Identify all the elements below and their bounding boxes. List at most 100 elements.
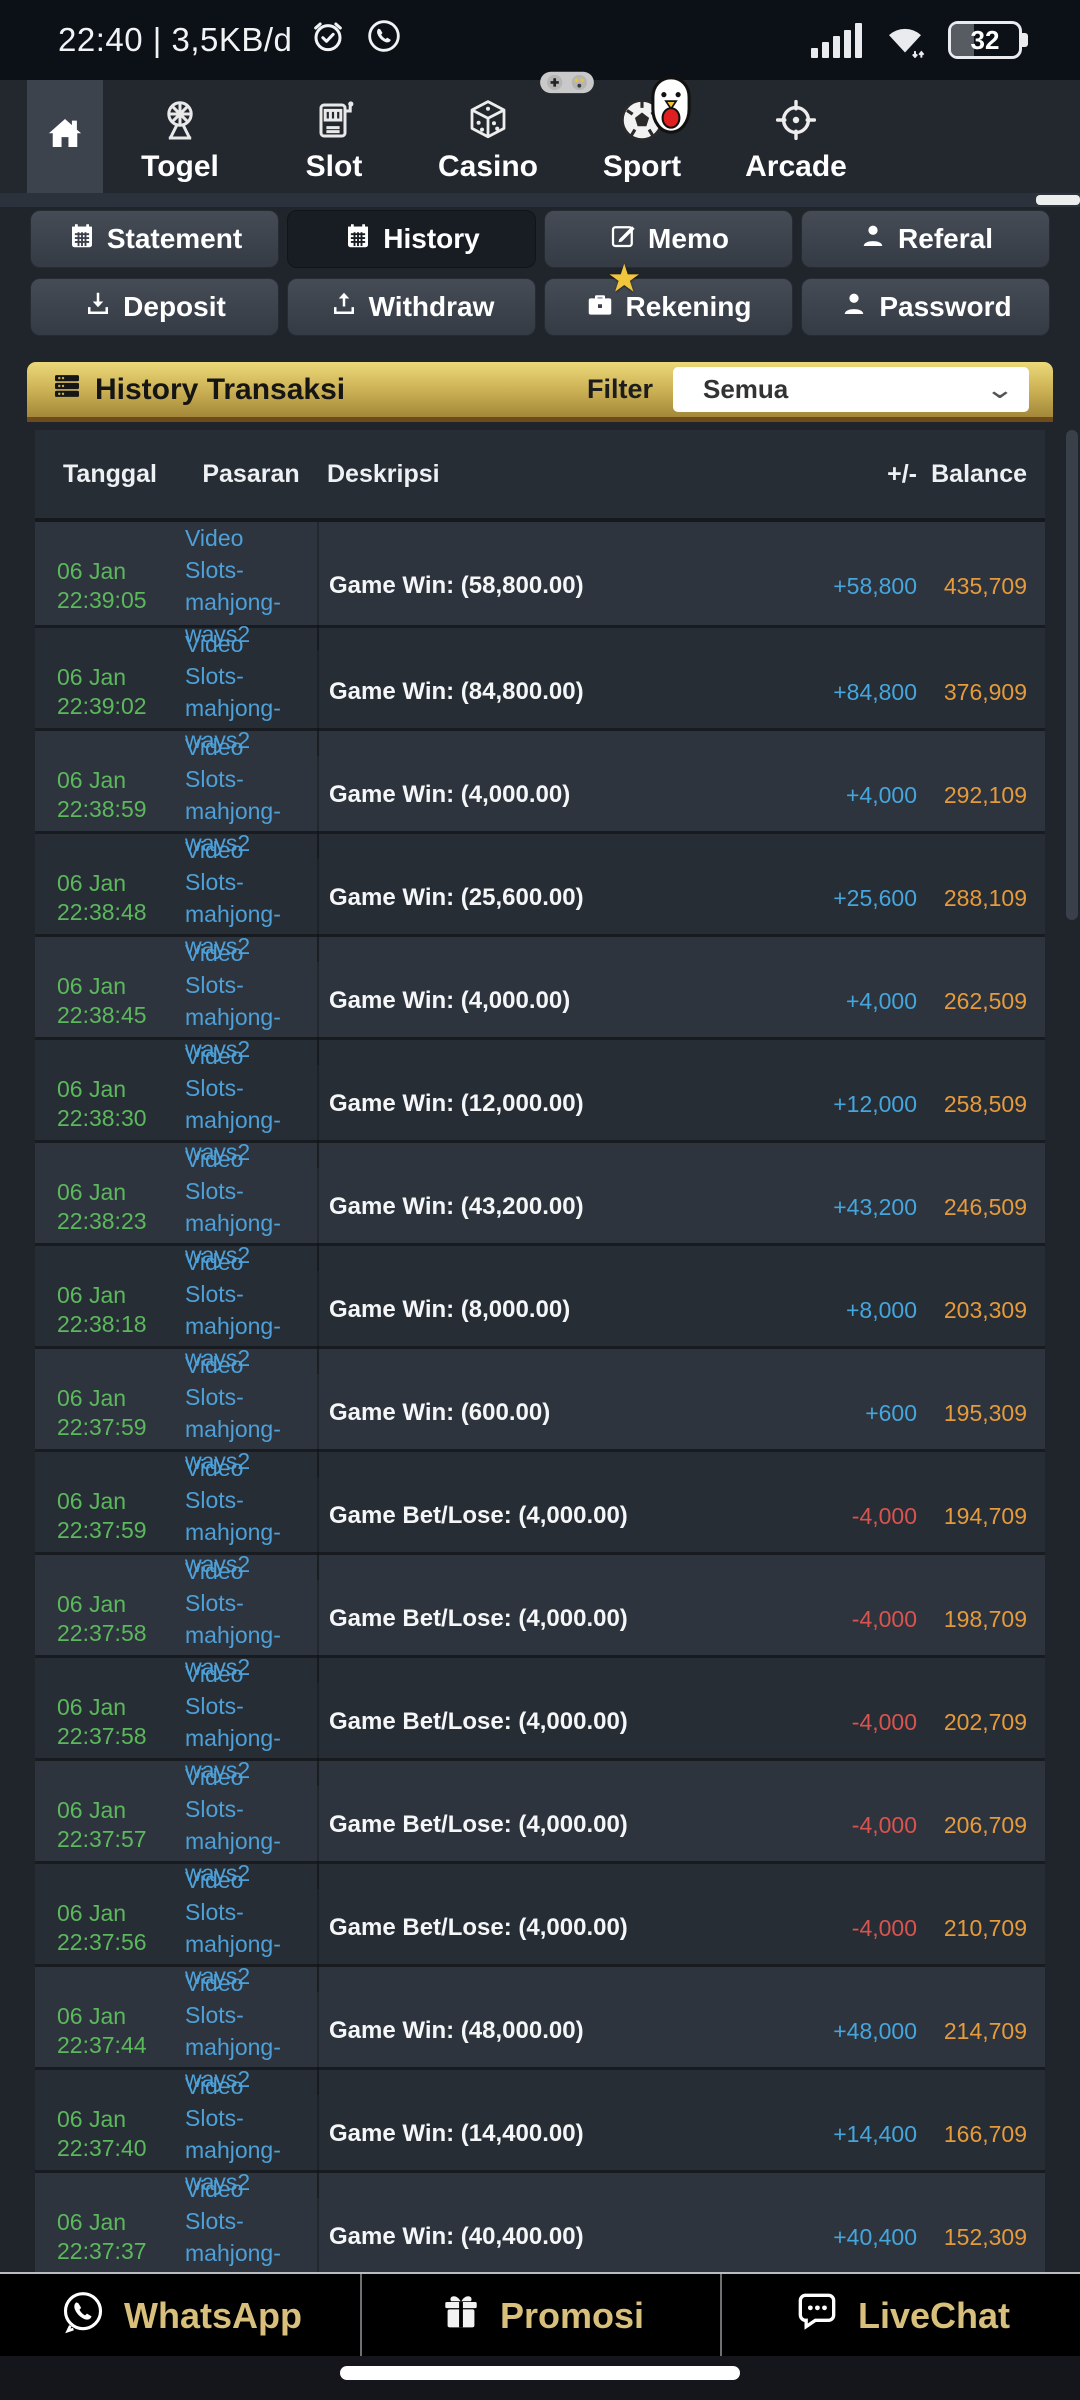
row-date: 06 Jan 22:37:40	[57, 2106, 147, 2161]
table-row: 06 Jan 22:37:40 Video Slots-mahjong-ways2…	[35, 2067, 1045, 2198]
history-panel-header: History Transaksi Filter Semua ⌄	[27, 362, 1053, 422]
row-delta: +600	[865, 1399, 917, 1426]
row-delta: +58,800	[833, 572, 917, 599]
status-info-text: 22:40 | 3,5KB/d	[58, 21, 293, 58]
row-balance: 203,309	[943, 1296, 1027, 1323]
button-label: Password	[879, 291, 1012, 322]
row-market: Video Slots-mahjong-ways2	[185, 1146, 281, 1268]
row-date: 06 Jan 22:37:44	[57, 2003, 147, 2058]
whatsapp-status-icon	[364, 16, 404, 64]
table-row: 06 Jan 22:37:44 Video Slots-mahjong-ways2…	[35, 1964, 1045, 2095]
row-description: Game Win: (25,600.00)	[317, 834, 767, 962]
table-body: 06 Jan 22:39:05 Video Slots-mahjong-ways2…	[35, 522, 1045, 2272]
tab-arcade[interactable]: Arcade	[719, 80, 873, 193]
menu-grid: Statement History Memo Referal Deposit W…	[30, 210, 1050, 336]
row-market: Video Slots-mahjong-ways2	[185, 631, 281, 753]
history-button[interactable]: History	[287, 210, 536, 268]
row-date: 06 Jan 22:37:37	[57, 2209, 147, 2264]
row-delta: +4,000	[846, 781, 917, 808]
tab-label: Arcade	[745, 150, 847, 183]
button-label: History	[383, 223, 480, 254]
tab-sport[interactable]: Sport	[540, 71, 719, 193]
crosshair-icon	[772, 92, 820, 148]
row-date: 06 Jan 22:38:30	[57, 1076, 147, 1131]
list-icon	[51, 370, 83, 410]
row-market: Video Slots-mahjong-ways2	[185, 525, 281, 647]
footer-label: Promosi	[499, 2295, 645, 2336]
footer-bar: WhatsApp Promosi LiveChat	[0, 2272, 1080, 2358]
row-balance: 152,309	[943, 2223, 1027, 2250]
table-row: 06 Jan 22:39:02 Video Slots-mahjong-ways2…	[35, 625, 1045, 756]
promosi-button[interactable]: Promosi	[360, 2274, 720, 2358]
status-bar: 22:40 | 3,5KB/d 32	[0, 0, 1080, 80]
row-market: Video Slots-mahjong-ways2	[185, 734, 281, 856]
row-date: 06 Jan 22:39:05	[57, 558, 147, 613]
livechat-button[interactable]: LiveChat	[720, 2274, 1080, 2358]
home-indicator[interactable]	[340, 2366, 740, 2380]
row-balance: 262,509	[943, 987, 1027, 1014]
row-balance: 214,709	[943, 2017, 1027, 2044]
statement-button[interactable]: Statement	[30, 210, 279, 268]
col-deskripsi: Deskripsi	[327, 459, 440, 488]
tab-casino[interactable]: Casino	[411, 80, 565, 193]
row-balance: 166,709	[943, 2120, 1027, 2147]
filter-select[interactable]: Semua ⌄	[673, 367, 1029, 412]
rekening-button[interactable]: ★ Rekening	[544, 260, 793, 336]
row-market: Video Slots-mahjong-ways2	[185, 1455, 281, 1577]
row-date: 06 Jan 22:37:56	[57, 1900, 147, 1955]
tab-slot[interactable]: Slot	[257, 80, 411, 193]
withdraw-button[interactable]: Withdraw	[287, 278, 536, 336]
tab-home[interactable]	[27, 80, 103, 193]
signal-icon	[811, 22, 862, 58]
table-row: 06 Jan 22:38:23 Video Slots-mahjong-ways2…	[35, 1140, 1045, 1271]
row-market: Video Slots-mahjong-ways2	[185, 2073, 281, 2195]
referal-button[interactable]: Referal	[801, 210, 1050, 268]
whatsapp-button[interactable]: WhatsApp	[0, 2274, 360, 2358]
footer-label: WhatsApp	[124, 2295, 302, 2336]
table-row: 06 Jan 22:38:30 Video Slots-mahjong-ways2…	[35, 1037, 1045, 1168]
deposit-icon	[83, 289, 113, 326]
col-pasaran: Pasaran	[202, 459, 300, 488]
row-date: 06 Jan 22:38:18	[57, 1282, 147, 1337]
row-market: Video Slots-mahjong-ways2	[185, 1867, 281, 1989]
row-balance: 258,509	[943, 1090, 1027, 1117]
row-description: Game Win: (4,000.00)	[317, 731, 767, 859]
table-row: 06 Jan 22:37:59 Video Slots-mahjong-ways2…	[35, 1449, 1045, 1580]
briefcase-icon	[585, 289, 615, 326]
gift-icon	[438, 2289, 484, 2344]
row-market: Video Slots-mahjong-ways2	[185, 1352, 281, 1474]
row-balance: 292,109	[943, 781, 1027, 808]
row-balance: 376,909	[943, 678, 1027, 705]
row-description: Game Bet/Lose: (4,000.00)	[317, 1452, 767, 1580]
row-delta: -4,000	[851, 1708, 917, 1735]
row-date: 06 Jan 22:39:02	[57, 664, 147, 719]
table-row: 06 Jan 22:37:57 Video Slots-mahjong-ways2…	[35, 1758, 1045, 1889]
row-date: 06 Jan 22:37:58	[57, 1694, 147, 1749]
button-label: Deposit	[123, 291, 226, 322]
slot-machine-icon	[310, 92, 358, 148]
gesture-area	[0, 2356, 1080, 2400]
star-icon: ★	[609, 260, 640, 298]
top-nav: Togel Slot Casino	[0, 71, 1080, 193]
tabs-scrollbar-thumb[interactable]	[1036, 195, 1080, 205]
page-scrollbar-thumb[interactable]	[1066, 430, 1078, 920]
password-button[interactable]: Password	[801, 278, 1050, 336]
row-market: Video Slots-mahjong-ways2	[185, 1558, 281, 1680]
row-balance: 194,709	[943, 1502, 1027, 1529]
memo-button[interactable]: Memo	[544, 210, 793, 268]
calendar-icon	[343, 221, 373, 258]
row-description: Game Win: (4,000.00)	[317, 937, 767, 1065]
button-label: Referal	[898, 223, 993, 254]
deposit-button[interactable]: Deposit	[30, 278, 279, 336]
table-row: 06 Jan 22:39:05 Video Slots-mahjong-ways2…	[35, 522, 1045, 650]
row-balance: 210,709	[943, 1914, 1027, 1941]
wifi-icon	[882, 18, 928, 63]
row-description: Game Bet/Lose: (4,000.00)	[317, 1555, 767, 1683]
row-description: Game Win: (43,200.00)	[317, 1143, 767, 1271]
table-row: 06 Jan 22:38:18 Video Slots-mahjong-ways2…	[35, 1243, 1045, 1374]
tab-togel[interactable]: Togel	[103, 80, 257, 193]
row-description: Game Win: (84,800.00)	[317, 628, 767, 756]
row-delta: +12,000	[833, 1090, 917, 1117]
row-market: Video Slots-mahjong-ways2	[185, 1764, 281, 1886]
